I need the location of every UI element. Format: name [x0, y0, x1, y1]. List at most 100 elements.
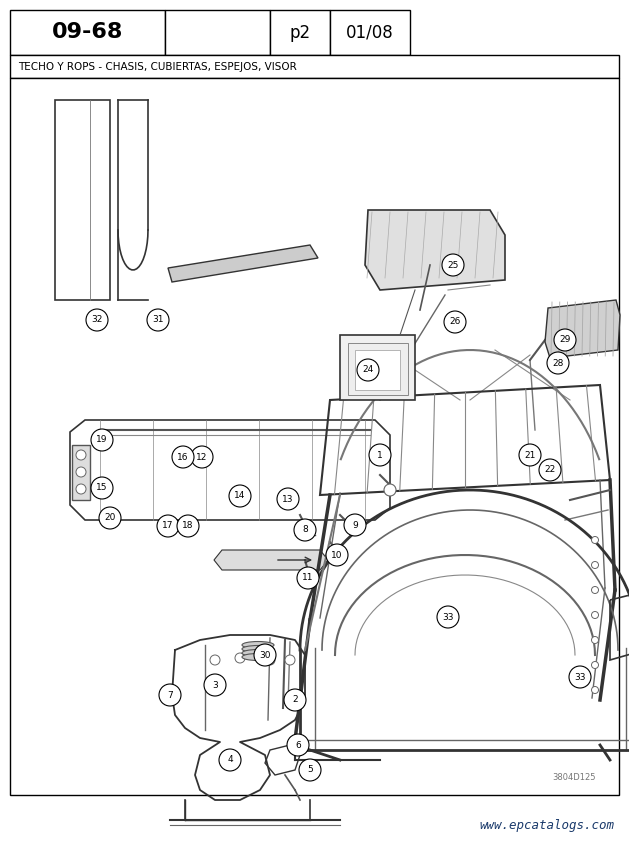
Text: 26: 26: [449, 317, 460, 327]
Circle shape: [277, 488, 299, 510]
Circle shape: [554, 329, 576, 351]
Circle shape: [210, 655, 220, 665]
Circle shape: [76, 450, 86, 460]
Text: 6: 6: [295, 740, 301, 750]
Circle shape: [591, 562, 599, 569]
Circle shape: [284, 689, 306, 711]
Text: www.epcatalogs.com: www.epcatalogs.com: [479, 820, 614, 832]
Circle shape: [229, 485, 251, 507]
Circle shape: [437, 606, 459, 628]
Ellipse shape: [242, 650, 274, 656]
Circle shape: [547, 352, 569, 374]
Text: 19: 19: [96, 436, 108, 444]
Circle shape: [384, 484, 396, 496]
Circle shape: [287, 734, 309, 756]
Bar: [355, 350, 400, 390]
Circle shape: [444, 311, 466, 333]
Text: 20: 20: [104, 514, 116, 523]
Circle shape: [344, 514, 366, 536]
Text: 3: 3: [212, 680, 218, 689]
Bar: [330, 10, 410, 55]
Circle shape: [159, 684, 181, 706]
Text: 09-68: 09-68: [52, 23, 123, 42]
Circle shape: [177, 515, 199, 537]
Polygon shape: [545, 300, 620, 358]
Text: 9: 9: [352, 520, 358, 530]
Text: 11: 11: [303, 574, 314, 583]
Circle shape: [265, 655, 275, 665]
Text: 33: 33: [442, 613, 454, 622]
Circle shape: [204, 674, 226, 696]
Text: 32: 32: [91, 316, 103, 325]
Circle shape: [294, 519, 316, 541]
Circle shape: [591, 586, 599, 594]
Circle shape: [591, 636, 599, 644]
Circle shape: [191, 446, 213, 468]
Text: 7: 7: [167, 690, 173, 700]
Bar: [10, 10, 165, 55]
Circle shape: [91, 477, 113, 499]
Text: 4: 4: [227, 755, 233, 765]
Text: p2: p2: [289, 24, 311, 41]
Circle shape: [591, 686, 599, 694]
Bar: [10, 78, 619, 795]
Text: 18: 18: [182, 521, 194, 530]
Circle shape: [91, 429, 113, 451]
Ellipse shape: [242, 641, 274, 649]
Circle shape: [235, 653, 245, 663]
Polygon shape: [214, 550, 328, 570]
Circle shape: [304, 576, 312, 584]
Text: 28: 28: [552, 359, 564, 367]
Circle shape: [86, 309, 108, 331]
Bar: [270, 10, 330, 55]
Circle shape: [591, 662, 599, 668]
Text: 16: 16: [177, 453, 189, 462]
Polygon shape: [365, 210, 505, 290]
Circle shape: [569, 666, 591, 688]
Circle shape: [157, 515, 179, 537]
Bar: [340, 335, 415, 400]
Circle shape: [442, 254, 464, 276]
Text: 15: 15: [96, 484, 108, 492]
Bar: [165, 10, 270, 55]
Ellipse shape: [242, 653, 274, 661]
Text: 17: 17: [162, 521, 174, 530]
Circle shape: [299, 759, 321, 781]
Text: 33: 33: [574, 673, 586, 682]
Text: 21: 21: [525, 451, 536, 459]
Circle shape: [219, 749, 241, 771]
Text: 1: 1: [377, 451, 383, 459]
Text: 22: 22: [544, 465, 555, 475]
Text: 24: 24: [362, 365, 374, 375]
Text: 25: 25: [447, 261, 459, 270]
Circle shape: [76, 484, 86, 494]
Circle shape: [326, 544, 348, 566]
Text: 13: 13: [282, 495, 294, 503]
Bar: [72, 445, 90, 500]
Circle shape: [357, 359, 379, 381]
Text: 14: 14: [235, 492, 246, 501]
Text: 3804D125: 3804D125: [552, 773, 596, 783]
Circle shape: [539, 459, 561, 481]
Ellipse shape: [242, 645, 274, 652]
Circle shape: [519, 444, 541, 466]
Text: 10: 10: [331, 551, 343, 559]
Bar: [55, 100, 110, 300]
Circle shape: [285, 655, 295, 665]
Text: 5: 5: [307, 766, 313, 774]
Text: 29: 29: [559, 336, 571, 344]
Text: 31: 31: [152, 316, 164, 325]
Circle shape: [147, 309, 169, 331]
Circle shape: [369, 444, 391, 466]
Circle shape: [172, 446, 194, 468]
Circle shape: [591, 536, 599, 543]
Bar: [348, 343, 408, 395]
Circle shape: [297, 567, 319, 589]
Circle shape: [99, 507, 121, 529]
Circle shape: [254, 644, 276, 666]
Polygon shape: [168, 245, 318, 282]
Text: 8: 8: [302, 525, 308, 535]
Circle shape: [591, 612, 599, 618]
Text: 30: 30: [259, 651, 270, 660]
Text: 12: 12: [196, 453, 208, 462]
